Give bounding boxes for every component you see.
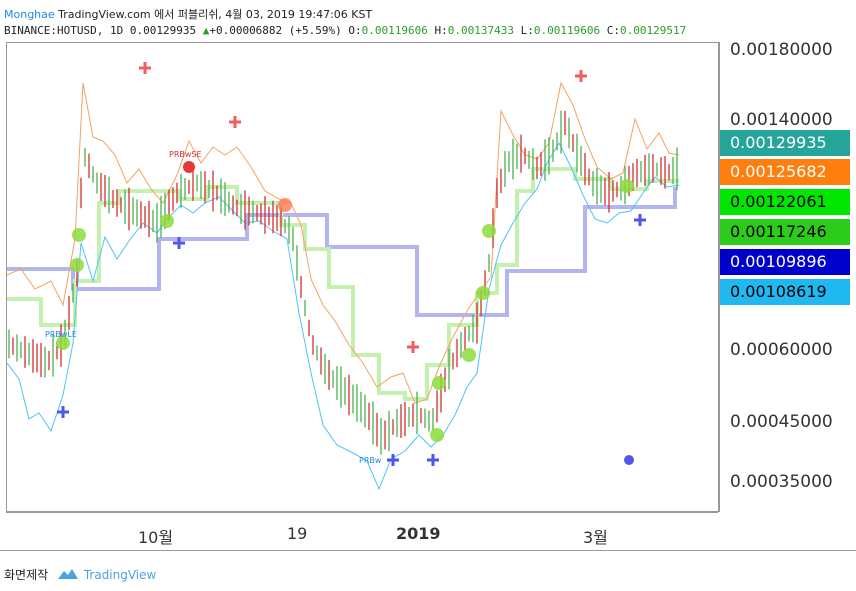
high-value: 0.00137433: [447, 24, 514, 37]
price-tag-value: 0.00125682: [730, 162, 827, 181]
signal-bubble: [476, 286, 490, 300]
signal-bubble: [432, 376, 446, 390]
price-tag: 0.00129935: [720, 130, 850, 156]
footer-caption: 화면제작: [4, 568, 49, 582]
prbwse-label: PRBwSE: [169, 150, 202, 159]
publisher-name[interactable]: Monghae: [4, 8, 55, 21]
signal-bubble: [462, 348, 476, 362]
time-axis-label: 3월: [583, 528, 608, 547]
price-tag: 0.00125682: [720, 159, 850, 185]
price-tag-value: 0.00129935: [730, 133, 827, 152]
sell-dot: [183, 161, 195, 173]
price-axis-label: 0.00035000: [730, 472, 833, 492]
chart-pane[interactable]: PRBwSE PRBwLE PRBw: [6, 42, 720, 512]
buy-plus-icon: [634, 214, 646, 226]
last-price: 0.00129935: [129, 24, 197, 37]
upper-band-line: [7, 81, 680, 404]
signal-bubble: [278, 198, 292, 212]
sell-plus-icon: [407, 341, 419, 353]
sell-plus-icon: [575, 70, 587, 82]
price-tag: 0.00117246: [720, 219, 850, 245]
signal-bubble: [160, 214, 174, 228]
sell-plus-icon: [139, 62, 151, 74]
close-label: C:: [606, 24, 620, 37]
price-tag-value: 0.00109896: [730, 252, 827, 271]
low-value: 0.00119606: [533, 24, 601, 37]
up-triangle-icon: ▲: [202, 24, 210, 37]
price-axis-divider: [718, 42, 719, 512]
price-tag: 0.00109896: [720, 249, 850, 275]
symbol-ohlc-line: BINANCE:HOTUSD, 1D 0.00129935 ▲+0.000068…: [4, 24, 686, 37]
price-tag-value: 0.00122061: [730, 192, 827, 211]
signal-bubble: [620, 179, 634, 193]
publish-info: TradingView.com 에서 퍼블리쉬, 4월 03, 2019 19:…: [58, 8, 373, 21]
price-axis-label: 0.00140000: [730, 110, 833, 130]
footer-brand[interactable]: TradingView: [83, 568, 157, 582]
open-value: 0.00119606: [361, 24, 428, 37]
close-value: 0.00129517: [619, 24, 687, 37]
publish-header: Monghae TradingView.com 에서 퍼블리쉬, 4월 03, …: [4, 6, 372, 22]
time-axis-label: 10월: [138, 528, 174, 547]
buy-dot: [624, 455, 634, 465]
sell-plus-icon: [229, 116, 241, 128]
price-tag-value: 0.00117246: [730, 222, 827, 241]
prbw-label: PRBw: [359, 456, 382, 465]
price-tag-value: 0.00108619: [730, 282, 827, 301]
symbol-label: BINANCE:HOTUSD, 1D: [4, 24, 124, 37]
bottom-divider: [0, 550, 856, 551]
low-label: L:: [520, 24, 534, 37]
price-axis-label: 0.00060000: [730, 340, 833, 360]
slow-step-line: [7, 187, 677, 317]
price-tag: 0.00108619: [720, 279, 850, 305]
buy-plus-icon: [427, 454, 439, 466]
buy-plus-icon: [387, 454, 399, 466]
lower-band-line: [7, 141, 680, 491]
high-label: H:: [434, 24, 448, 37]
prbwle-label: PRBwLE: [45, 330, 77, 339]
price-axis-label: 0.00045000: [730, 412, 833, 432]
price-chart[interactable]: PRBwSE PRBwLE PRBw: [7, 43, 719, 511]
change-value: +0.00006882 (+5.59%): [209, 24, 342, 37]
signal-bubble: [430, 428, 444, 442]
signal-bubble: [56, 336, 70, 350]
time-axis-divider: [6, 512, 718, 513]
price-axis-label: 0.00180000: [730, 40, 833, 60]
price-tag: 0.00122061: [720, 189, 850, 215]
signal-bubble: [70, 258, 84, 272]
signal-bubble: [482, 224, 496, 238]
buy-plus-icon: [57, 406, 69, 418]
signal-bubble: [72, 228, 86, 242]
open-label: O:: [348, 24, 362, 37]
fast-step-line: [7, 167, 679, 401]
time-axis-label: 19: [287, 524, 308, 543]
footer: 화면제작 TradingView: [4, 566, 156, 583]
time-axis-label: 2019: [396, 524, 441, 543]
buy-plus-icon: [173, 237, 185, 249]
tradingview-logo-icon[interactable]: [58, 568, 82, 582]
